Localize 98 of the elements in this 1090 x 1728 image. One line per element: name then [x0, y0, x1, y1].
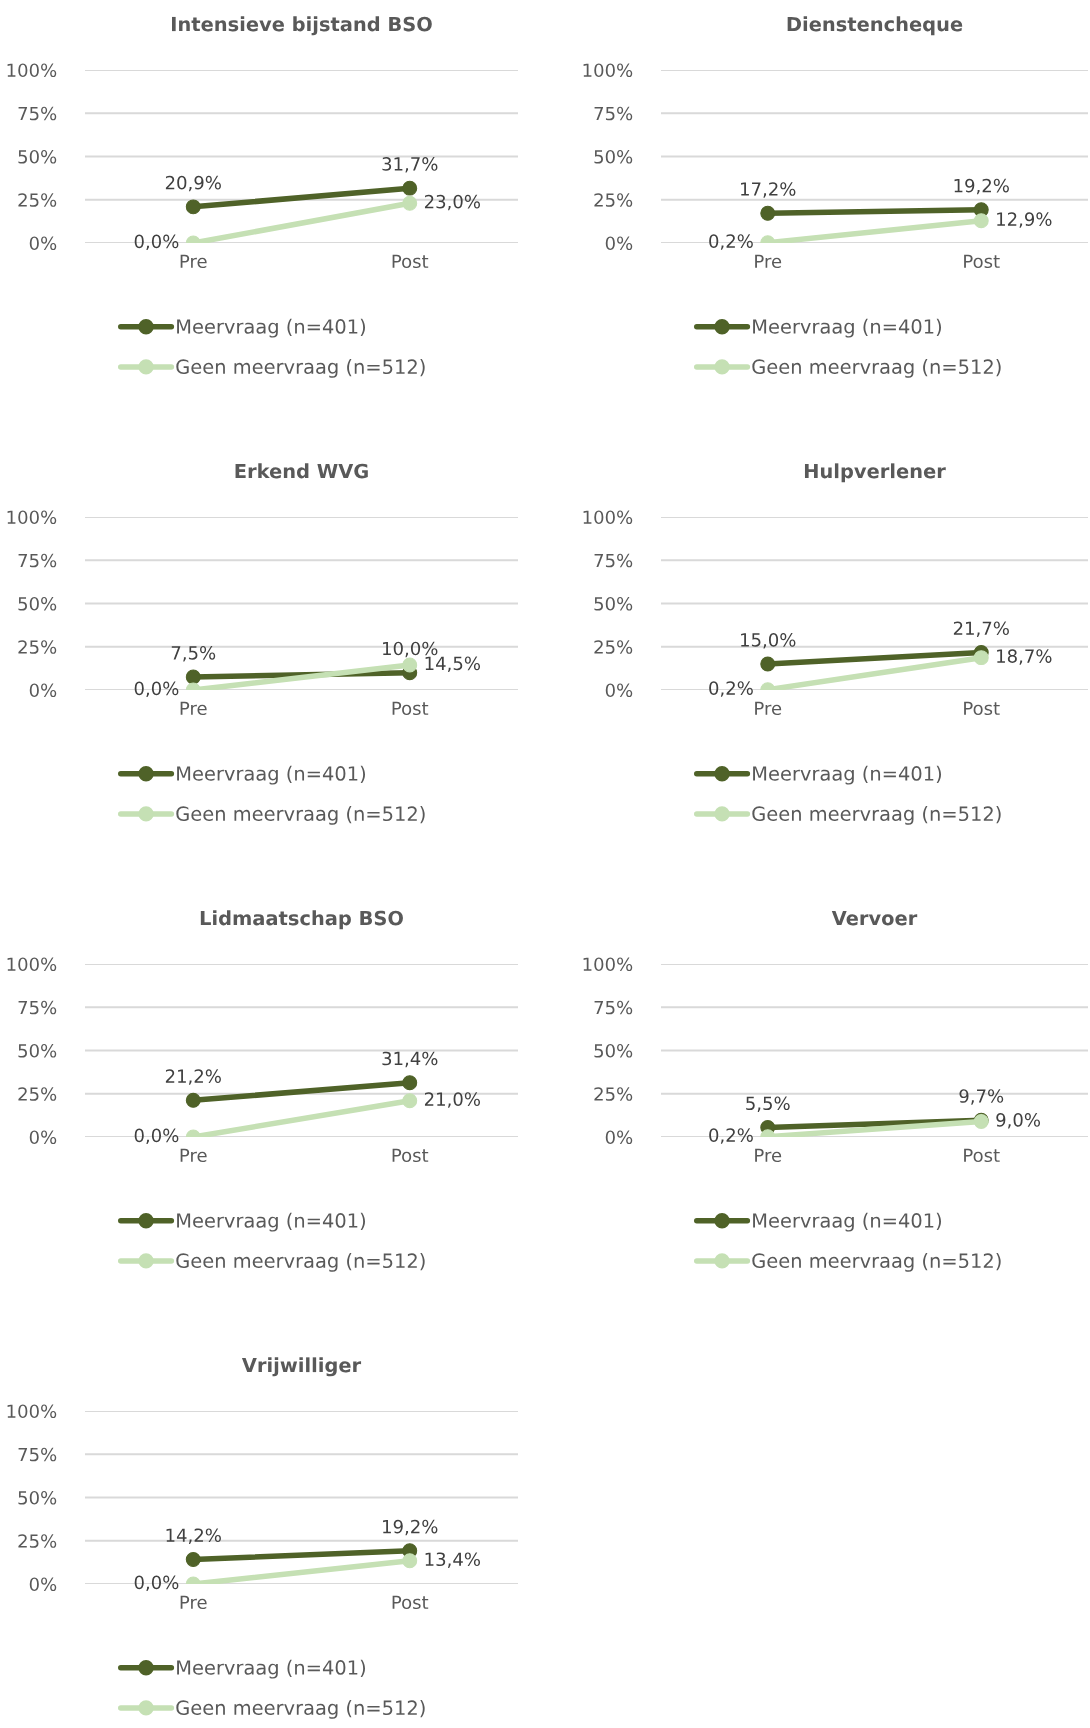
legend-label: Meervraag (n=401) [177, 1212, 366, 1232]
legend-label: Meervraag (n=401) [753, 1212, 942, 1232]
y-tick-label: 50% [594, 596, 633, 611]
x-tick-label: Post [964, 254, 1000, 269]
y-tick-label: 50% [18, 596, 57, 611]
y-tick-label: 100% [7, 957, 57, 972]
y-tick-label: 100% [7, 510, 57, 525]
chart-title: Vrijwilliger [241, 1357, 362, 1377]
y-tick-label: 75% [18, 553, 57, 568]
y-tick-label: 100% [583, 510, 633, 525]
chart-title: Dienstencheque [787, 16, 963, 36]
x-tick-label: Post [964, 1148, 1000, 1163]
chart-title: Erkend WVG [235, 463, 368, 479]
x-tick-label: Post [392, 254, 429, 269]
legend-label: Geen meervraag (n=512) [176, 1700, 425, 1719]
data-label: 21,0% [424, 1092, 480, 1108]
y-tick-label: 50% [594, 1043, 633, 1058]
x-tick-label: Post [392, 1595, 429, 1610]
x-tick-label: Pre [180, 1148, 207, 1163]
legend-label: Geen meervraag (n=512) [176, 806, 425, 825]
chart-title: Intensieve bijstand BSO [172, 16, 432, 36]
chart-title: Hulpverlener [804, 463, 946, 483]
y-tick-label: 25% [18, 1087, 57, 1101]
data-label: 19,2% [954, 178, 1009, 195]
y-tick-label: 75% [594, 106, 633, 121]
y-tick-label: 100% [7, 63, 57, 78]
data-label: 19,2% [383, 1519, 438, 1536]
y-tick-label: 75% [18, 1447, 57, 1462]
x-tick-label: Pre [180, 701, 207, 716]
y-tick-label: 0% [29, 236, 57, 251]
data-label: 21,7% [953, 621, 1009, 637]
y-tick-label: 25% [594, 1087, 633, 1101]
data-label: 18,7% [997, 649, 1052, 665]
x-tick-label: Post [392, 1148, 429, 1163]
data-label: 0,2% [709, 234, 753, 250]
y-tick-label: 25% [594, 193, 633, 207]
y-tick-label: 50% [18, 1043, 57, 1058]
y-tick-label: 25% [18, 193, 57, 207]
y-tick-label: 0% [605, 1130, 633, 1145]
data-label: 21,2% [165, 1069, 221, 1085]
legend-label: Meervraag (n=401) [753, 765, 942, 785]
data-label: 31,7% [382, 157, 438, 173]
data-label: 12,9% [997, 212, 1052, 228]
legend-label: Geen meervraag (n=512) [752, 359, 1001, 378]
x-tick-label: Post [964, 701, 1000, 716]
y-tick-label: 75% [594, 553, 633, 568]
y-tick-label: 100% [7, 1404, 57, 1419]
x-tick-label: Pre [180, 254, 207, 269]
y-tick-label: 0% [605, 683, 633, 698]
data-label: 5,5% [746, 1096, 790, 1112]
y-tick-label: 100% [583, 63, 633, 78]
y-tick-label: 0% [29, 1577, 57, 1592]
data-label: 0,2% [709, 1128, 753, 1144]
legend-label: Meervraag (n=401) [753, 318, 942, 338]
data-label: 10,0% [383, 641, 438, 658]
data-label: 15,0% [741, 633, 796, 649]
legend-label: Geen meervraag (n=512) [752, 806, 1001, 825]
data-label: 7,5% [171, 645, 216, 662]
y-tick-label: 50% [18, 1490, 57, 1505]
y-tick-label: 50% [18, 149, 57, 164]
data-label: 17,2% [741, 182, 796, 198]
y-tick-label: 100% [583, 957, 633, 972]
y-tick-label: 25% [594, 640, 633, 654]
y-tick-label: 25% [18, 1534, 57, 1548]
data-label: 14,2% [166, 1528, 221, 1544]
chart-title: Lidmaatschap BSO [200, 910, 403, 930]
data-label: 0,0% [134, 681, 179, 698]
y-tick-label: 0% [29, 683, 57, 698]
legend-label: Meervraag (n=401) [177, 1659, 366, 1679]
x-tick-label: Pre [755, 701, 782, 716]
data-label: 0,2% [709, 681, 753, 697]
data-label: 31,4% [382, 1051, 438, 1068]
data-label: 0,0% [134, 1128, 179, 1145]
x-tick-label: Pre [755, 254, 782, 269]
data-label: 13,4% [425, 1552, 480, 1568]
y-tick-label: 75% [594, 1000, 633, 1015]
y-tick-label: 75% [18, 106, 57, 121]
legend-label: Geen meervraag (n=512) [752, 1253, 1001, 1272]
chart-title: Vervoer [831, 910, 918, 926]
x-tick-label: Post [392, 701, 429, 716]
y-tick-label: 25% [18, 640, 57, 654]
legend-label: Meervraag (n=401) [177, 765, 366, 785]
data-label: 9,0% [996, 1113, 1041, 1129]
legend-label: Geen meervraag (n=512) [176, 1253, 425, 1272]
legend-label: Meervraag (n=401) [177, 318, 366, 338]
y-tick-label: 50% [594, 149, 633, 164]
data-label: 0,0% [134, 234, 179, 251]
data-label: 0,0% [134, 1575, 179, 1592]
x-tick-label: Pre [180, 1595, 207, 1610]
y-tick-label: 0% [29, 1130, 57, 1145]
x-tick-label: Pre [755, 1148, 782, 1163]
data-label: 9,7% [959, 1089, 1004, 1105]
data-label: 14,5% [425, 656, 480, 672]
y-tick-label: 75% [18, 1000, 57, 1015]
data-label: 20,9% [165, 175, 221, 192]
y-tick-label: 0% [605, 236, 633, 251]
data-label: 23,0% [424, 194, 480, 211]
legend-label: Geen meervraag (n=512) [176, 359, 425, 378]
